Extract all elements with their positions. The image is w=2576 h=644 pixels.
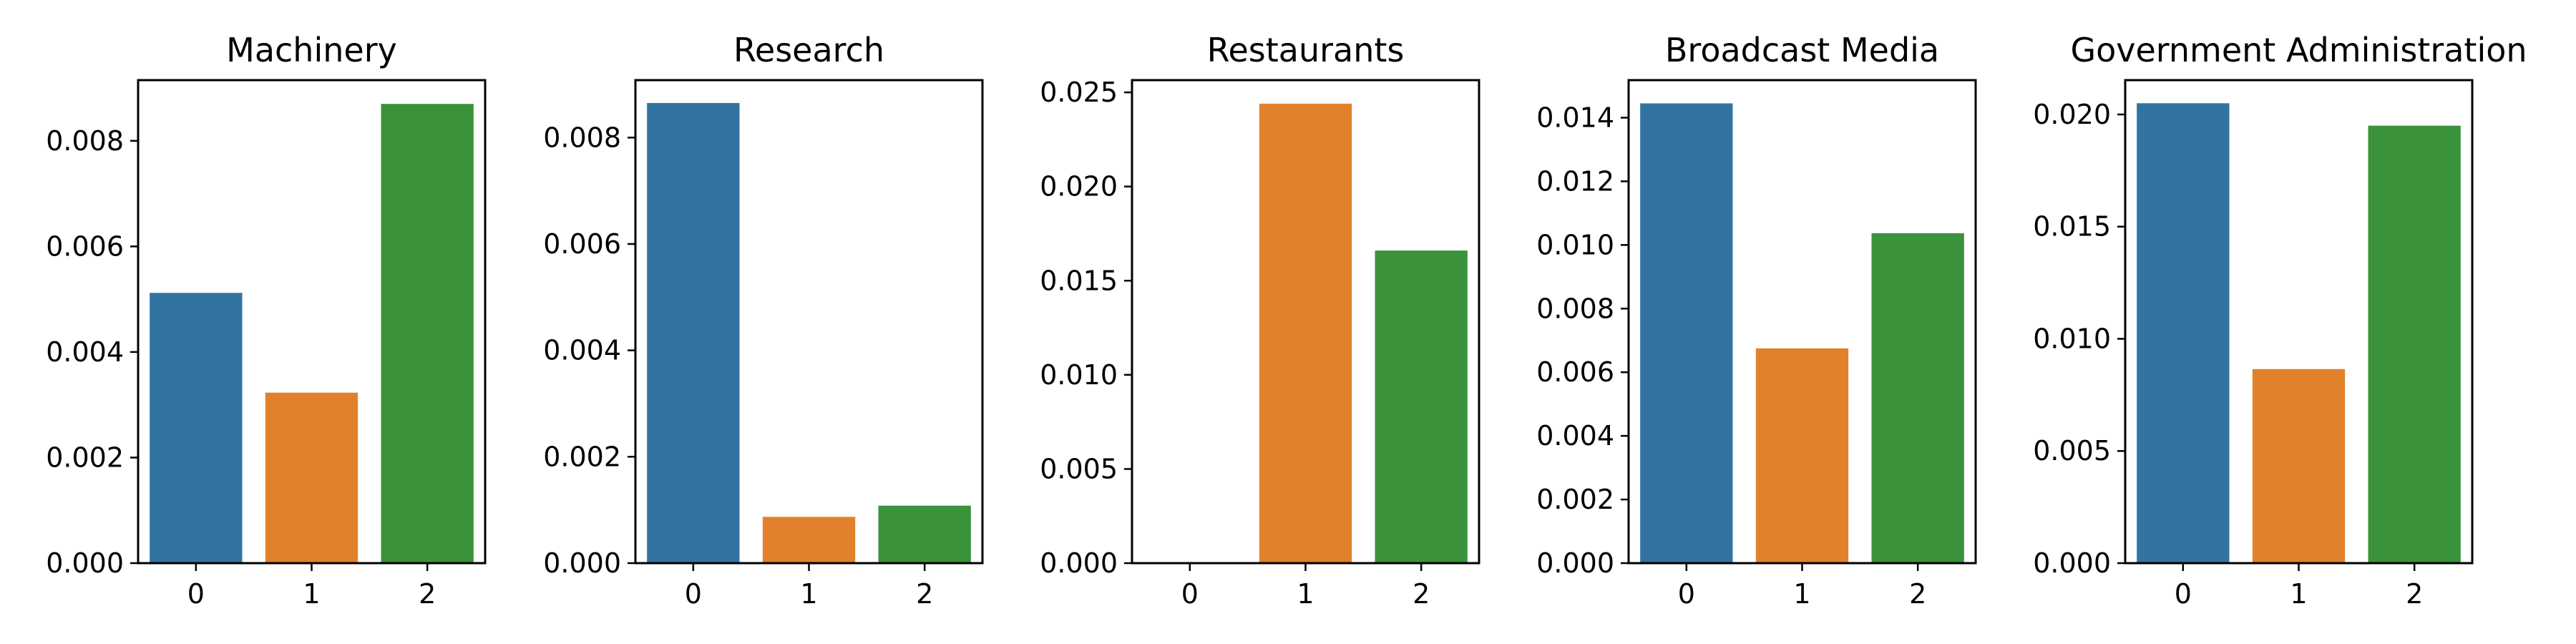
y-tick-label-3-3: 0.006 [1536, 356, 1614, 388]
y-tick-label-1-4: 0.008 [543, 122, 621, 153]
bar-2-1 [1259, 103, 1352, 563]
x-tick-label-1-2: 2 [916, 578, 933, 610]
x-tick-label-0-2: 2 [419, 578, 436, 610]
chart-panel-1: 0 1 2 0.000 0.002 0.004 0.006 0.008 Research [543, 31, 984, 610]
y-tick-label-4-0: 0.000 [2033, 547, 2111, 579]
y-tick-label-0-1: 0.002 [46, 441, 124, 473]
y-tick-label-0-4: 0.008 [46, 125, 124, 157]
y-tick-label-4-4: 0.020 [2033, 99, 2111, 130]
y-tick-label-1-1: 0.002 [543, 441, 621, 472]
y-tick-label-2-3: 0.015 [1040, 265, 1118, 296]
x-tick-label-3-0: 0 [1678, 578, 1695, 610]
bar-1-0 [647, 102, 740, 564]
plot-frame-1 [634, 79, 984, 565]
y-tick-label-3-4: 0.008 [1536, 293, 1614, 324]
bar-1-2 [878, 505, 971, 563]
x-tick-label-4-0: 0 [2175, 578, 2192, 610]
y-tick-label-1-3: 0.006 [543, 228, 621, 260]
bar-0-1 [265, 392, 358, 563]
y-tick-label-2-2: 0.010 [1040, 359, 1118, 391]
chart-title-4: Government Administration [2070, 31, 2527, 69]
plot-frame-4 [2124, 79, 2474, 565]
y-tick-label-4-1: 0.005 [2033, 435, 2111, 467]
bar-0-0 [150, 293, 243, 563]
y-tick-label-2-5: 0.025 [1040, 77, 1118, 108]
chart-panel-2: 0 1 2 0.000 0.005 0.010 0.015 0.020 0.025 Restaur… [1040, 31, 1480, 610]
x-tick-label-1-1: 1 [800, 578, 817, 610]
y-tick-label-3-2: 0.004 [1536, 420, 1614, 452]
y-tick-label-0-2: 0.004 [46, 336, 124, 368]
y-tick-label-3-7: 0.014 [1536, 102, 1614, 133]
x-tick-label-1-0: 0 [685, 578, 702, 610]
chart-title-1: Research [733, 31, 884, 69]
y-tick-label-2-1: 0.005 [1040, 453, 1118, 484]
y-tick-label-0-0: 0.000 [46, 547, 124, 579]
bar-4-0 [2137, 103, 2230, 564]
x-tick-label-2-1: 1 [1297, 578, 1314, 610]
plot-frame-3 [1627, 79, 1977, 565]
x-tick-label-4-1: 1 [2290, 578, 2307, 610]
x-tick-label-2-2: 2 [1413, 578, 1430, 610]
chart-title-3: Broadcast Media [1665, 31, 1939, 69]
bar-3-1 [1755, 348, 1849, 563]
x-tick-label-4-2: 2 [2406, 578, 2423, 610]
y-tick-label-4-2: 0.010 [2033, 323, 2111, 354]
plot-frame-2 [1131, 79, 1480, 565]
x-tick-label-3-2: 2 [1909, 578, 1926, 610]
y-tick-label-3-0: 0.000 [1536, 547, 1614, 579]
y-tick-label-3-1: 0.002 [1536, 484, 1614, 515]
x-tick-label-0-1: 1 [303, 578, 320, 610]
chart-panel-4: 0 1 2 0.000 0.005 0.010 0.015 0.020 Government A… [2033, 31, 2527, 610]
bar-3-2 [1871, 233, 1964, 563]
plot-frame-0 [137, 79, 487, 565]
y-tick-label-3-6: 0.012 [1536, 165, 1614, 197]
y-tick-label-1-2: 0.004 [543, 335, 621, 366]
y-tick-label-2-0: 0.000 [1040, 547, 1118, 579]
bar-1-1 [762, 517, 856, 563]
y-tick-label-0-3: 0.006 [46, 230, 124, 262]
chart-title-0: Machinery [226, 31, 397, 69]
x-tick-label-3-1: 1 [1793, 578, 1810, 610]
bar-4-2 [2368, 125, 2461, 563]
y-tick-label-3-5: 0.010 [1536, 229, 1614, 260]
bar-4-1 [2252, 369, 2346, 563]
chart-panel-0: 0 1 2 0.000 0.002 0.004 0.006 0.008 Machinery [46, 31, 487, 610]
chart-title-2: Restaurants [1207, 31, 1405, 69]
y-tick-label-2-4: 0.020 [1040, 171, 1118, 203]
bar-3-0 [1640, 103, 1733, 563]
x-tick-label-2-0: 0 [1181, 578, 1199, 610]
chart-panel-3: 0 1 2 0.000 0.002 0.004 0.006 0.008 0.010 0.012 0.… [1536, 31, 1977, 610]
y-tick-label-1-0: 0.000 [543, 547, 621, 579]
bar-2-2 [1375, 250, 1468, 563]
x-tick-label-0-0: 0 [187, 578, 205, 610]
y-tick-label-4-3: 0.015 [2033, 211, 2111, 243]
bar-0-2 [381, 104, 474, 563]
